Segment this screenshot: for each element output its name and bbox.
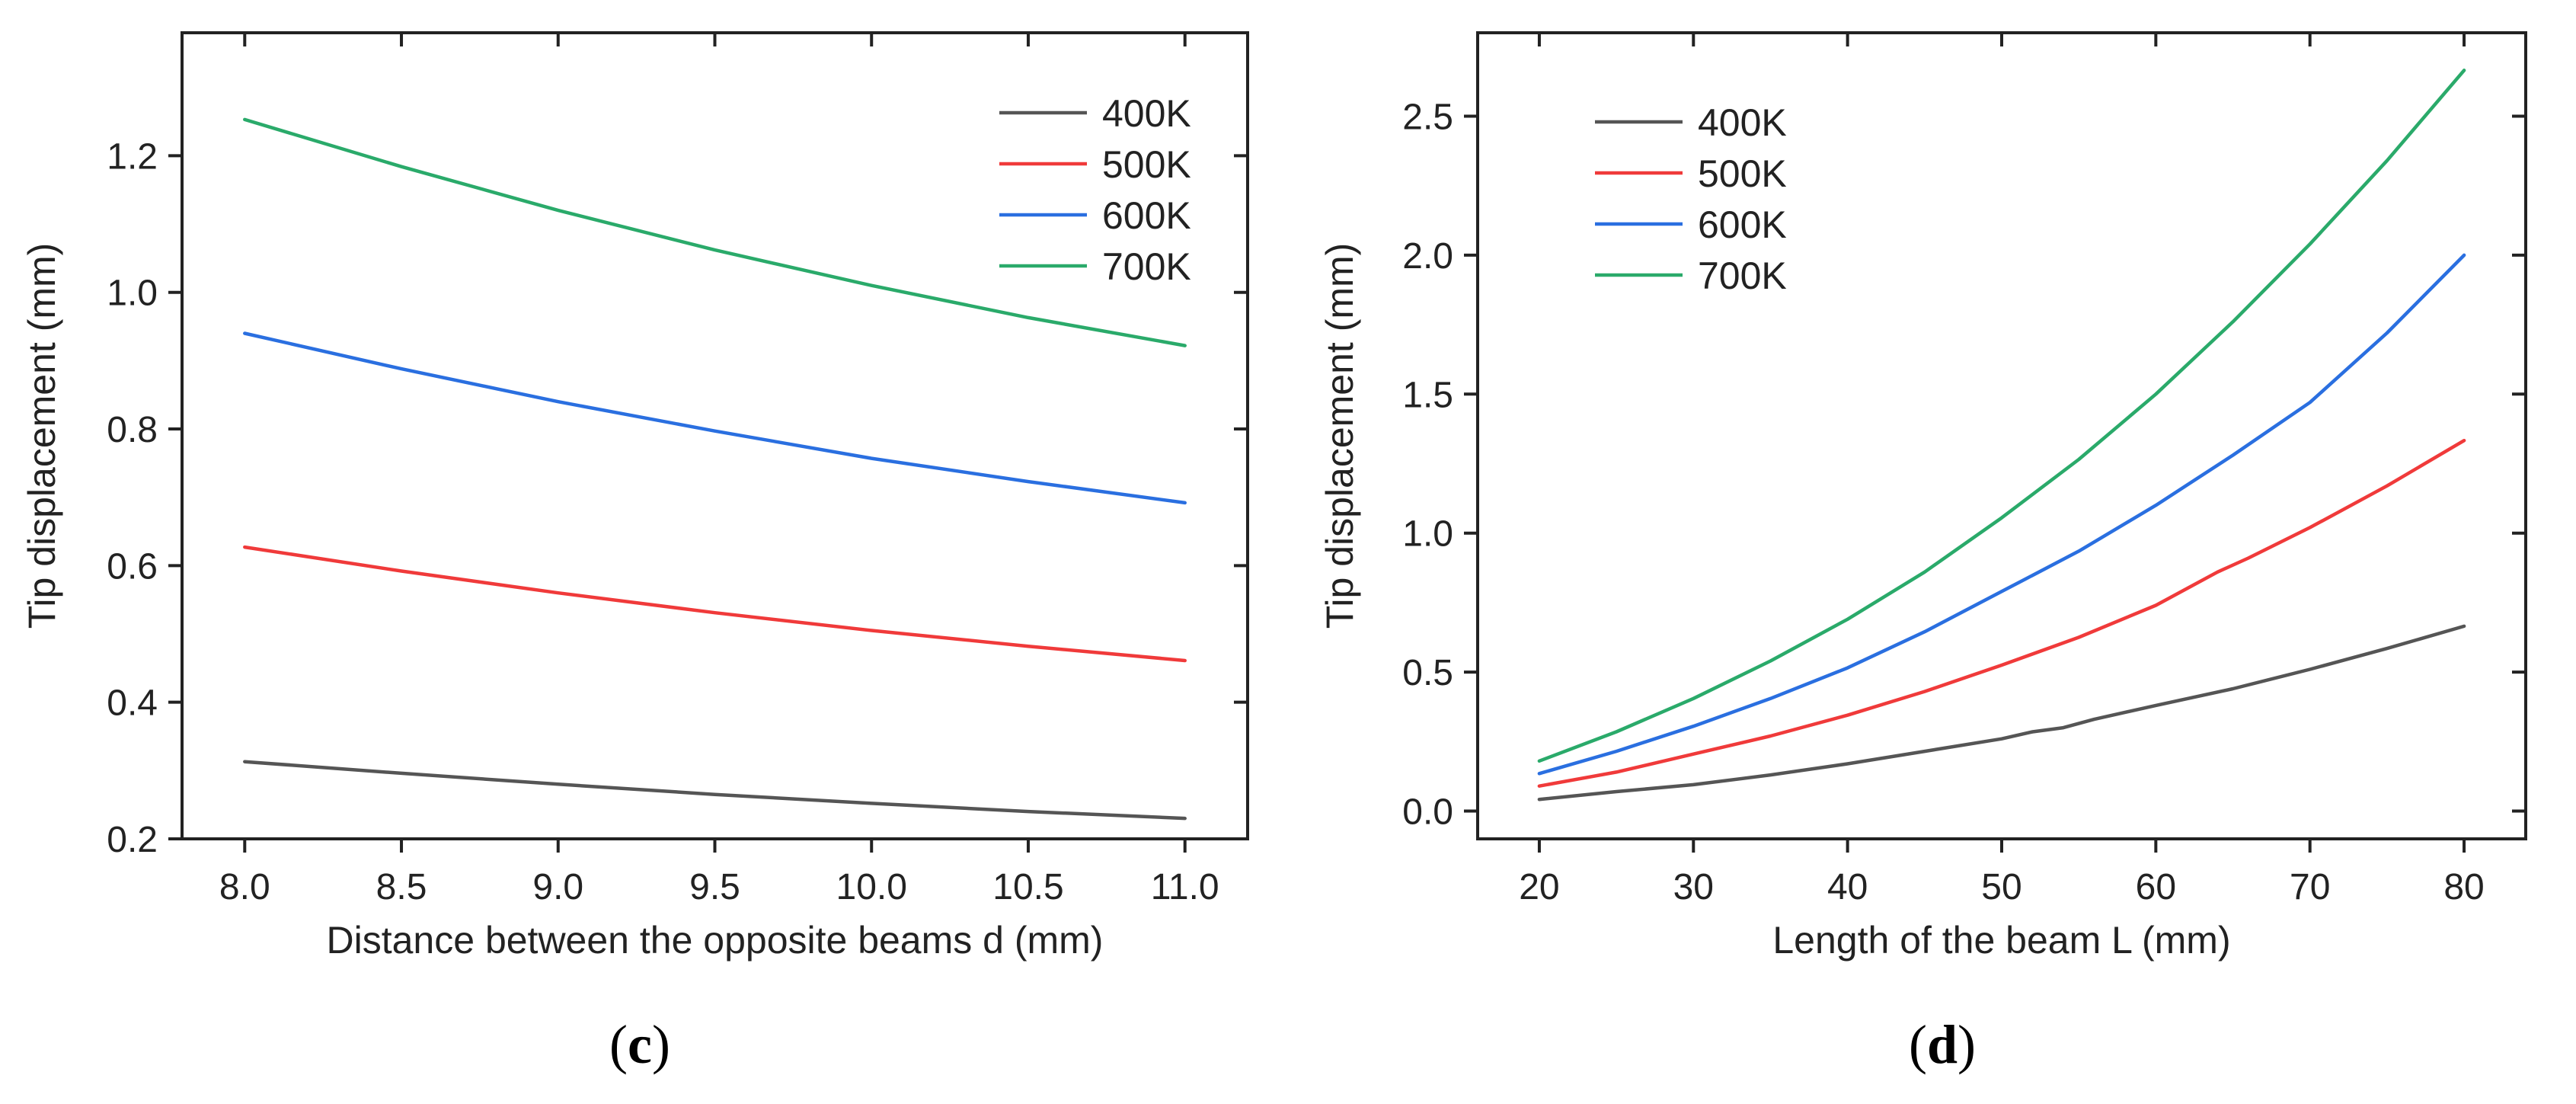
- y-tick-label: 2.0: [1402, 236, 1453, 277]
- y-tick-label: 0.4: [107, 683, 158, 724]
- legend-label-600K: 600K: [1698, 203, 1787, 246]
- y-tick-label: 2.5: [1402, 97, 1453, 137]
- x-axis-title: Distance between the opposite beams d (m…: [327, 919, 1104, 962]
- legend-label-500K: 500K: [1698, 152, 1787, 195]
- series-line-500K: [243, 545, 1187, 663]
- series-line-700K: [243, 117, 1187, 347]
- series-line-600K: [243, 331, 1187, 505]
- panel-label: (c): [609, 1014, 670, 1075]
- x-tick-label: 70: [2290, 867, 2330, 907]
- series-line-600K: [1537, 253, 2466, 776]
- x-tick-label: 20: [1519, 867, 1559, 907]
- series-line-400K: [1537, 624, 2466, 802]
- chart-panel-c: 8.0 8.5 9.0 9.5 10.0 10.5 11.0 0.2 0.4 0.6 0.8 1.0 1…: [21, 31, 1249, 1075]
- x-tick-label: 80: [2443, 867, 2484, 907]
- legend-label-400K: 400K: [1698, 101, 1787, 144]
- x-tick-label: 40: [1827, 867, 1868, 907]
- x-axis-title: Length of the beam L (mm): [1772, 919, 2230, 962]
- y-tick-label: 0.2: [107, 820, 158, 860]
- x-tick-label: 9.0: [532, 867, 583, 907]
- legend-label-700K: 700K: [1698, 254, 1787, 297]
- legend-label-700K: 700K: [1102, 245, 1191, 288]
- legend-label-600K: 600K: [1102, 194, 1191, 237]
- legend: 400K 500K 600K 700K: [1595, 101, 1787, 297]
- x-tick-label: 60: [2136, 867, 2176, 907]
- y-tick-label: 1.0: [107, 274, 158, 314]
- x-tick-label: 11.0: [1151, 867, 1219, 907]
- x-tick-label: 30: [1673, 867, 1714, 907]
- panel-label: (d): [1909, 1014, 1976, 1075]
- legend-label-500K: 500K: [1102, 143, 1191, 186]
- x-tick-label: 8.5: [376, 867, 427, 907]
- y-tick-label: 0.0: [1402, 792, 1453, 833]
- series-line-700K: [1537, 69, 2466, 763]
- y-tick-label: 1.5: [1402, 375, 1453, 415]
- x-tick-label: 9.5: [689, 867, 740, 907]
- series-line-400K: [243, 760, 1187, 821]
- legend: 400K 500K 600K 700K: [999, 92, 1191, 288]
- y-axis-title: Tip displacement (mm): [1318, 243, 1361, 629]
- y-tick-label: 1.2: [107, 136, 158, 177]
- y-tick-label: 1.0: [1402, 514, 1453, 555]
- plot-frame: [1476, 31, 2527, 840]
- y-axis-title: Tip displacement (mm): [21, 243, 63, 629]
- y-tick-label: 0.5: [1402, 653, 1453, 693]
- x-tick-label: 50: [1981, 867, 2021, 907]
- legend-label-400K: 400K: [1102, 92, 1191, 135]
- series-line-500K: [1537, 438, 2466, 788]
- x-tick-label: 10.0: [836, 867, 907, 907]
- y-tick-label: 0.6: [107, 546, 158, 587]
- plot-frame: [181, 31, 1249, 840]
- x-tick-label: 10.5: [992, 867, 1063, 907]
- x-tick-label: 8.0: [219, 867, 270, 907]
- y-tick-label: 0.8: [107, 410, 158, 450]
- chart-panel-d: 20 30 40 50 60 70 80 0.0 0.5 1.0 1.5 2.0 2.5 Length o…: [1318, 31, 2527, 1075]
